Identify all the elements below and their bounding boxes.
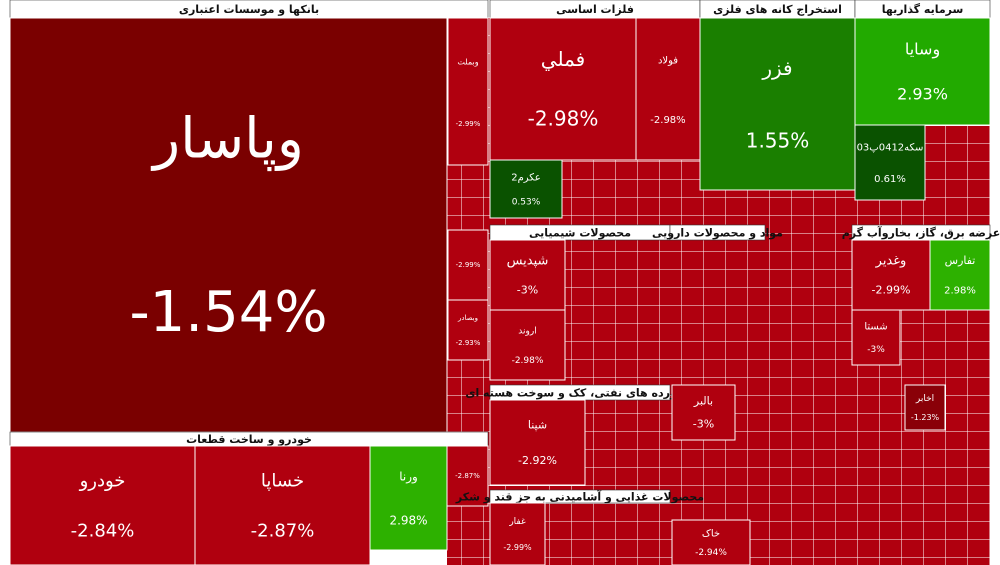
tile-name: وسایا [905,40,940,60]
tile-name: فولاد [658,56,678,67]
sector-title: خودرو و ساخت قطعات [186,433,312,446]
tile-name: شستا [864,322,887,333]
tile-name: خاک [702,529,720,540]
sector-header [489,489,671,504]
tile-name: وبملت [457,58,478,67]
tile-change: -1.54% [129,280,327,345]
tile-change: 2.98% [389,513,427,527]
tile-change: -2.84% [71,521,135,542]
tile-change: -2.92% [518,454,557,467]
tile [446,445,489,507]
tile-change: -1.23% [911,413,940,422]
tile-change: 0.53% [512,197,541,207]
tile-name: ورنا [399,470,418,485]
tile [851,239,931,311]
tile-name: تفارس [945,254,976,267]
tile [369,445,448,551]
tile-change: -2.99% [456,261,481,269]
tile-name: فملي [541,47,585,72]
tile-change: -3% [693,418,714,431]
tile [854,17,991,126]
tile-change: 0.61% [874,174,906,185]
tile-change: -3% [867,345,885,355]
tile-name: وپاسار [150,106,304,171]
tile [489,159,563,219]
tile-change: -2.98% [650,115,685,126]
tile-change: 2.98% [944,285,976,296]
tile [671,384,736,441]
tile [489,17,637,161]
tile-change: -2.98% [528,107,599,131]
tile-name: خودرو [79,471,126,492]
tile-change: -2.98% [512,356,544,366]
sector-title: سرمایه گذاریها [882,3,964,16]
tile-name: عکرم2 [511,172,541,183]
sector-title: استخراج کانه های فلزی [713,3,842,17]
tile [635,17,701,161]
tile [489,309,566,381]
sector-header [669,224,766,241]
tile [854,124,926,201]
tile-change: -2.87% [251,521,315,542]
tile [904,384,946,431]
tile [489,502,546,565]
tile-name: شپدیس [507,254,549,269]
sector-title: مواد و محصولات دارویی [652,227,783,240]
tile-change: -2.87% [455,472,480,480]
tile-name: غفار [508,517,526,527]
sector-title: محصولات شیمیایی [529,227,631,240]
tile-change: -2.99% [872,283,911,296]
tile-name: اروند [518,327,536,337]
tile [671,519,751,565]
tile-name: فزر [761,56,792,80]
sector-title: بانکها و موسسات اعتباری [179,3,319,16]
sector-title: فراورده های نفتی، کک و سوخت هسته ای [465,387,694,400]
tile-change: -2.99% [503,543,532,552]
sector-title: عرضه برق، گاز، بخاروآب گرم [842,226,1000,240]
tile [489,239,566,311]
tile-name: وغدیر [875,254,907,269]
tile-change: 2.93% [897,85,948,104]
tile-name: بالبر [693,395,713,408]
tile [699,17,856,191]
tile-change: -2.99% [456,120,481,128]
tile-name: خساپا [261,471,304,492]
tile [489,399,586,486]
tile-change: -3% [517,283,538,296]
tile-change: -2.94% [695,548,727,558]
sector-title: محصولات غذایی و آشامیدنی به جز قند و شکر [455,490,704,504]
tile-change: 1.55% [746,128,810,152]
tile [929,239,991,311]
tile-name: شپنا [528,419,547,432]
tile-name: اخابر [915,394,934,404]
tile-change: -2.93% [456,339,481,347]
tile [447,299,489,361]
sector-title: فلزات اساسی [556,3,634,16]
tile [447,17,489,166]
tile [194,445,371,565]
tile-name: وبصادر [457,314,478,322]
tile-name: سکه0412پ03 [857,143,924,154]
tile [447,229,489,301]
tile [9,445,196,565]
tile [9,17,448,433]
tile [851,309,901,366]
